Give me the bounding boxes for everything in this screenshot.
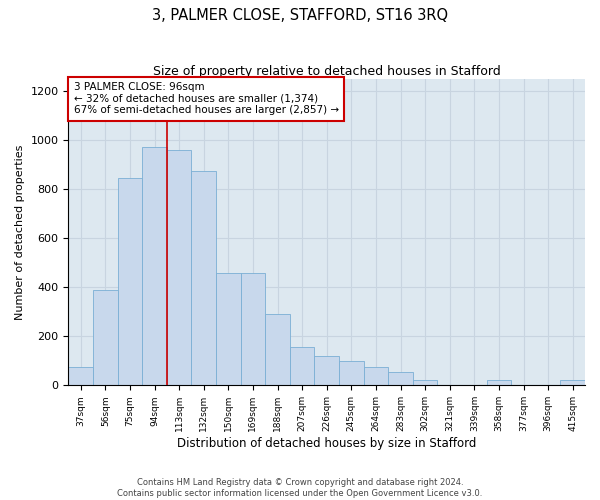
Bar bbox=[118, 178, 142, 386]
Bar bbox=[339, 361, 364, 386]
Bar bbox=[413, 380, 437, 386]
Y-axis label: Number of detached properties: Number of detached properties bbox=[15, 144, 25, 320]
Bar bbox=[265, 314, 290, 386]
Text: Contains HM Land Registry data © Crown copyright and database right 2024.
Contai: Contains HM Land Registry data © Crown c… bbox=[118, 478, 482, 498]
Bar bbox=[241, 272, 265, 386]
Bar bbox=[487, 380, 511, 386]
Bar bbox=[191, 171, 216, 386]
Bar bbox=[290, 348, 314, 386]
Bar bbox=[167, 150, 191, 386]
Bar bbox=[93, 290, 118, 386]
X-axis label: Distribution of detached houses by size in Stafford: Distribution of detached houses by size … bbox=[177, 437, 476, 450]
Bar bbox=[388, 372, 413, 386]
Bar bbox=[314, 356, 339, 386]
Title: Size of property relative to detached houses in Stafford: Size of property relative to detached ho… bbox=[153, 65, 500, 78]
Bar bbox=[142, 146, 167, 386]
Text: 3 PALMER CLOSE: 96sqm
← 32% of detached houses are smaller (1,374)
67% of semi-d: 3 PALMER CLOSE: 96sqm ← 32% of detached … bbox=[74, 82, 338, 116]
Text: 3, PALMER CLOSE, STAFFORD, ST16 3RQ: 3, PALMER CLOSE, STAFFORD, ST16 3RQ bbox=[152, 8, 448, 22]
Bar bbox=[68, 367, 93, 386]
Bar bbox=[364, 367, 388, 386]
Bar bbox=[216, 272, 241, 386]
Bar bbox=[560, 380, 585, 386]
